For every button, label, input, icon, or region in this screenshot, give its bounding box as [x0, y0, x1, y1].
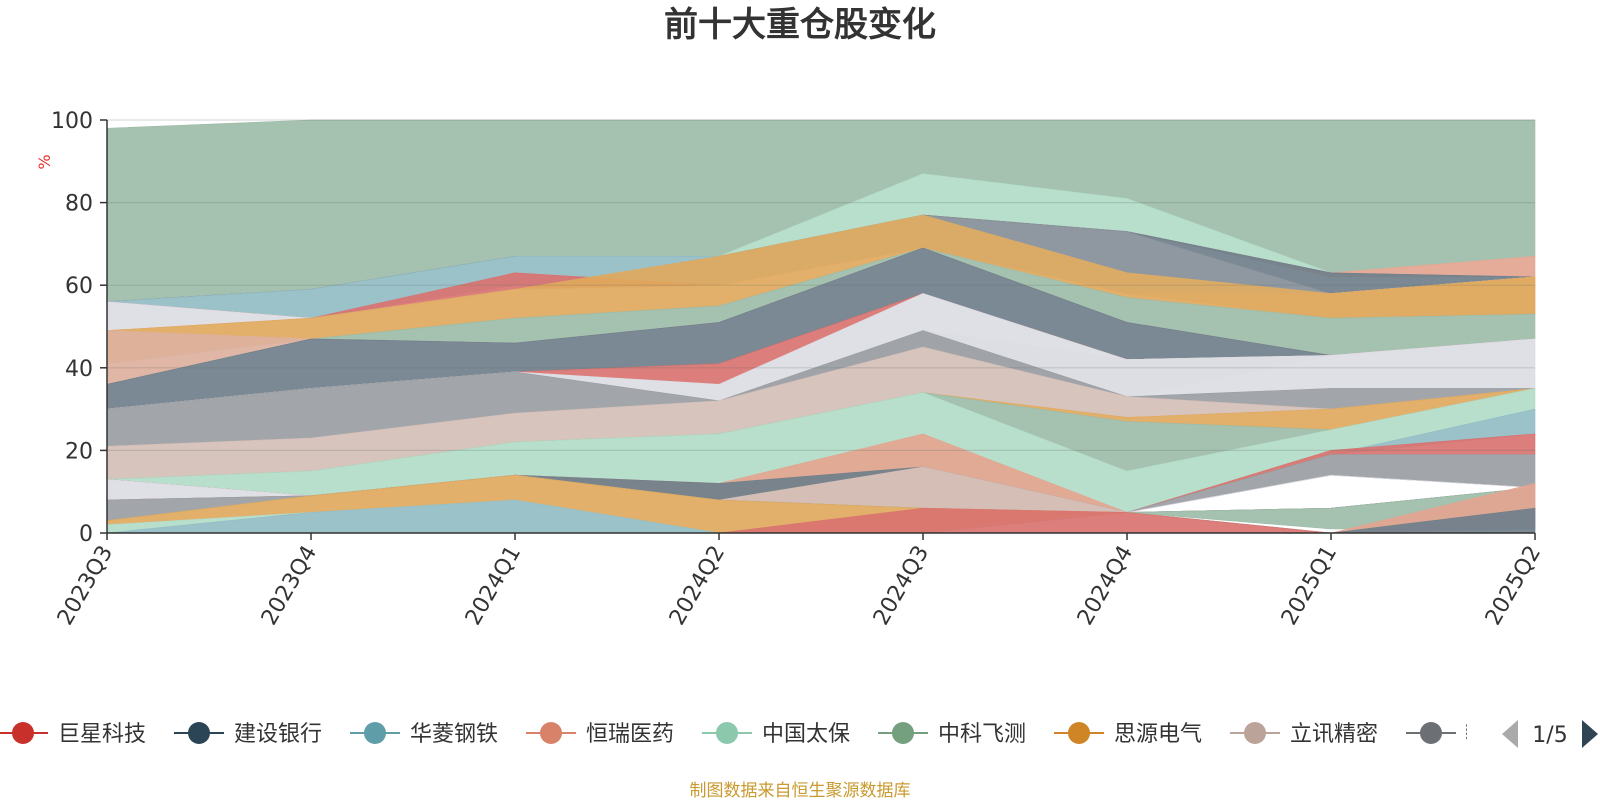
- legend: 巨星科技 建设银行 华菱钢铁 恒瑞医药 中国太保 中科飞测 思源电气 立讯精密 𝄄 1/5: [0, 705, 1600, 760]
- legend-marker-1: [188, 722, 210, 744]
- legend-label-4: 中国太保: [762, 722, 850, 747]
- legend-marker-7: [1244, 722, 1266, 744]
- x-tick-label-1: 2023Q4: [257, 542, 322, 630]
- y-tick-label-5: 100: [51, 109, 93, 134]
- plot-area: [106, 119, 1536, 534]
- legend-marker-8: [1420, 722, 1442, 744]
- legend-label-8: 𝄄: [1466, 722, 1467, 747]
- legend-label-0: 巨星科技: [58, 722, 146, 747]
- y-tick-label-2: 40: [65, 357, 93, 382]
- source-note: 制图数据来自恒生聚源数据库: [690, 781, 911, 800]
- legend-item-1[interactable]: 建设银行: [174, 722, 322, 747]
- legend-item-5[interactable]: 中科飞测: [878, 722, 1026, 747]
- legend-item-8[interactable]: 𝄄: [1406, 722, 1467, 747]
- legend-item-4[interactable]: 中国太保: [702, 722, 850, 747]
- legend-label-7: 立讯精密: [1290, 722, 1378, 747]
- legend-marker-3: [540, 722, 562, 744]
- legend-marker-0: [12, 722, 34, 744]
- x-tick-label-5: 2024Q4: [1073, 542, 1138, 630]
- x-tick-label-7: 2025Q2: [1481, 542, 1546, 630]
- y-axis-label: %: [35, 154, 54, 169]
- y-tick-label-4: 80: [65, 192, 93, 217]
- legend-marker-5: [892, 722, 914, 744]
- y-tick-label-3: 60: [65, 274, 93, 299]
- legend-label-2: 华菱钢铁: [410, 722, 498, 747]
- legend-label-5: 中科飞测: [938, 722, 1026, 747]
- legend-label-3: 恒瑞医药: [586, 722, 674, 747]
- legend-item-0[interactable]: 巨星科技: [0, 722, 146, 747]
- x-tick-label-0: 2023Q3: [53, 542, 118, 630]
- y-tick-label-1: 20: [65, 439, 93, 464]
- legend-label-1: 建设银行: [234, 722, 322, 747]
- x-tick-label-6: 2025Q1: [1277, 542, 1342, 630]
- legend-item-2[interactable]: 华菱钢铁: [350, 722, 498, 747]
- legend-item-6[interactable]: 思源电气: [1054, 722, 1202, 747]
- x-tick-label-2: 2024Q1: [461, 542, 526, 630]
- x-tick-label-4: 2024Q3: [869, 542, 934, 630]
- pager-next-icon[interactable]: [1582, 720, 1598, 748]
- x-tick-label-3: 2024Q2: [665, 542, 730, 630]
- legend-marker-2: [364, 722, 386, 744]
- y-tick-label-0: 0: [79, 522, 93, 547]
- chart-title: 前十大重仓股变化: [664, 5, 936, 45]
- legend-marker-4: [716, 722, 738, 744]
- legend-marker-6: [1068, 722, 1090, 744]
- pager-prev-icon[interactable]: [1502, 720, 1518, 748]
- pager-indicator: 1/5: [1532, 723, 1567, 748]
- legend-item-3[interactable]: 恒瑞医药: [526, 722, 674, 747]
- legend-item-7[interactable]: 立讯精密: [1230, 722, 1378, 747]
- legend-label-6: 思源电气: [1114, 722, 1202, 747]
